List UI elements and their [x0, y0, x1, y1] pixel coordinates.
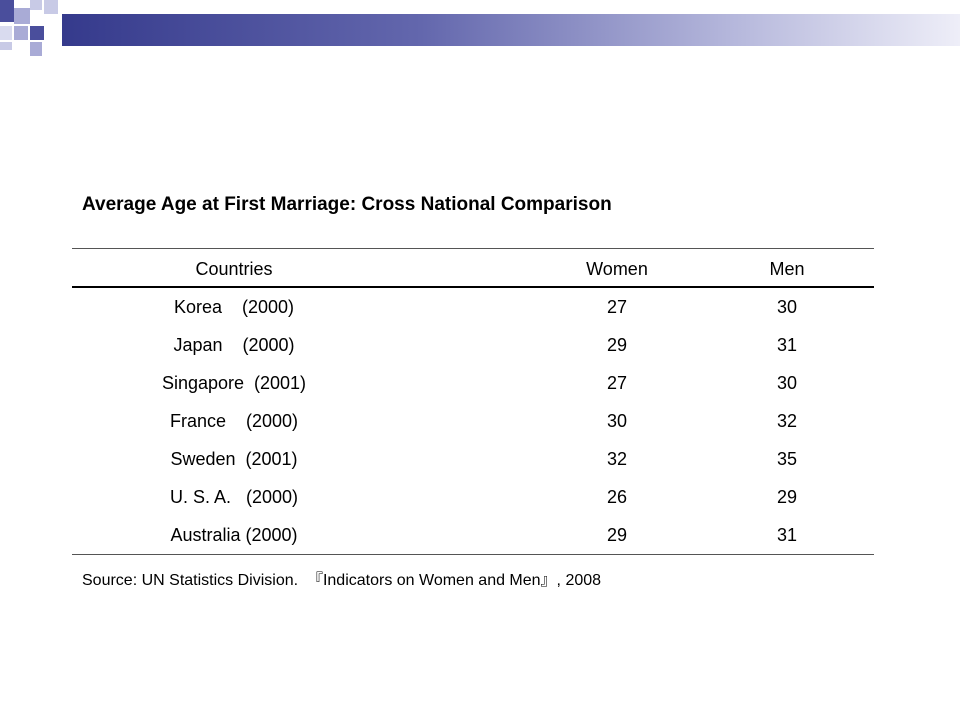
country-cell: Australia (2000)	[170, 525, 298, 545]
men-cell: 32	[776, 411, 798, 431]
country-cell: U. S. A. (2000)	[169, 487, 299, 507]
header-men: Men	[769, 259, 805, 279]
header-countries: Countries	[195, 259, 273, 279]
men-cell: 35	[776, 449, 798, 469]
table-row: U. S. A. (2000) 26 29	[72, 478, 874, 516]
country-cell: Korea (2000)	[173, 297, 295, 317]
women-cell: 27	[606, 373, 628, 393]
decorative-square	[14, 8, 30, 24]
women-cell: 27	[606, 297, 628, 317]
women-cell: 30	[606, 411, 628, 431]
table-row: Japan (2000) 29 31	[72, 326, 874, 364]
decorative-square	[0, 0, 14, 22]
table-row: Sweden (2001) 32 35	[72, 440, 874, 478]
table-bottom-rule	[72, 554, 874, 555]
decorative-square	[30, 26, 44, 40]
table-header-row: Countries Women Men	[72, 250, 874, 288]
table-header-rule	[72, 286, 874, 288]
women-cell: 29	[606, 525, 628, 545]
decorative-square	[30, 42, 42, 56]
decorative-square	[30, 0, 42, 10]
men-cell: 31	[776, 525, 798, 545]
table-row: France (2000) 30 32	[72, 402, 874, 440]
women-cell: 32	[606, 449, 628, 469]
men-cell: 30	[776, 297, 798, 317]
header-women: Women	[586, 259, 648, 279]
decorative-square	[0, 42, 12, 50]
country-cell: France (2000)	[169, 411, 299, 431]
table-row: Korea (2000) 27 30	[72, 288, 874, 326]
table-row: Singapore (2001) 27 30	[72, 364, 874, 402]
women-cell: 26	[606, 487, 628, 507]
men-cell: 30	[776, 373, 798, 393]
country-cell: Singapore (2001)	[161, 373, 307, 393]
decorative-square	[0, 26, 12, 40]
women-cell: 29	[606, 335, 628, 355]
slide-title: Average Age at First Marriage: Cross Nat…	[82, 194, 612, 215]
decorative-square	[44, 0, 58, 14]
country-cell: Sweden (2001)	[170, 449, 298, 469]
source-note: Source: UN Statistics Division. 『Indicat…	[82, 572, 602, 589]
table-top-rule	[72, 248, 874, 249]
table-row: Australia (2000) 29 31	[72, 516, 874, 554]
decorative-square	[14, 26, 28, 40]
men-cell: 29	[776, 487, 798, 507]
country-cell: Japan (2000)	[173, 335, 295, 355]
header-gradient-bar	[62, 14, 960, 46]
men-cell: 31	[776, 335, 798, 355]
